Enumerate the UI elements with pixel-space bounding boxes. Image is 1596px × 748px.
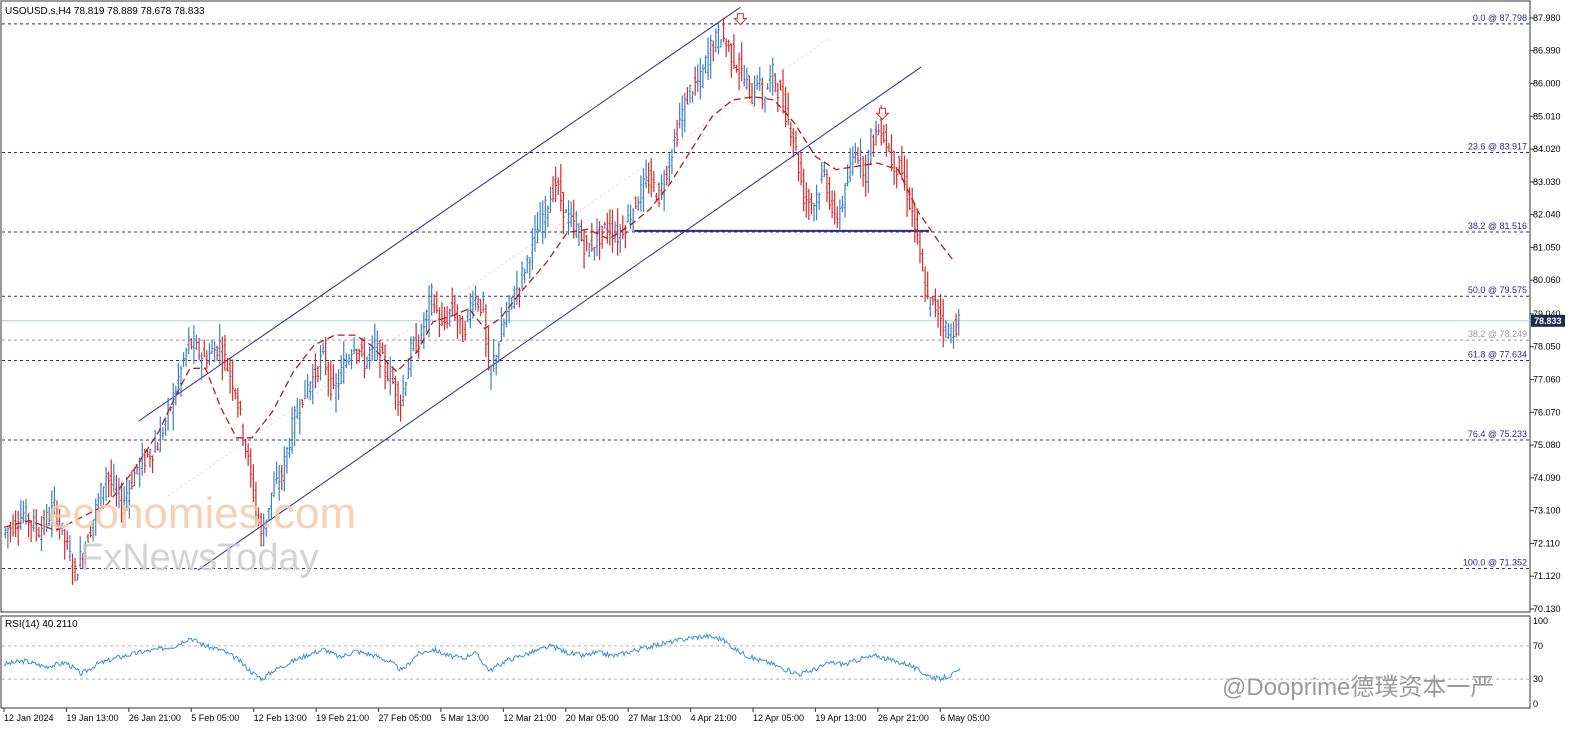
time-tick-label: 5 Mar 13:00 (441, 713, 489, 723)
price-tick-label: 73.100 (1533, 506, 1561, 516)
time-tick-label: 19 Jan 13:00 (66, 713, 118, 723)
social-watermark: @Dooprime德璞资本一严 (1222, 674, 1494, 701)
price-tick-label: 85.010 (1533, 111, 1561, 121)
price-tick-label: 71.120 (1533, 571, 1561, 581)
candles-layer[interactable] (3, 17, 961, 585)
rsi-tick-label: 30 (1533, 674, 1543, 684)
price-tick-label: 86.000 (1533, 78, 1561, 88)
moving-average-layer (3, 96, 956, 532)
time-tick-label: 27 Mar 13:00 (628, 713, 681, 723)
price-tick-label: 75.080 (1533, 440, 1561, 450)
rsi-tick-label: 100 (1533, 616, 1548, 626)
watermark-economies: economies.com (48, 489, 356, 538)
time-tick-label: 19 Apr 13:00 (815, 713, 866, 723)
price-tick-label: 74.090 (1533, 473, 1561, 483)
price-tick-label: 83.030 (1533, 177, 1561, 187)
time-tick-label: 6 May 05:00 (940, 713, 990, 723)
current-price-label: 78.833 (1534, 316, 1562, 326)
symbol-info: USOUSD.s,H4 78.819 78.889 78.678 78.833 (5, 6, 205, 17)
price-tick-label: 86.990 (1533, 46, 1561, 56)
rsi-line (3, 632, 961, 682)
fib-label: 38.2 @ 81.516 (1468, 221, 1527, 231)
down-arrow-icon (875, 107, 890, 120)
fib-label: 0.0 @ 87.798 (1473, 13, 1527, 23)
fib-label: 50.0 @ 79.575 (1468, 285, 1527, 295)
markers-layer (733, 13, 890, 120)
time-tick-label: 26 Jan 21:00 (129, 713, 181, 723)
rsi-layer: 100 70 30 0 (2, 616, 1548, 709)
fib-label: 23.6 @ 83.917 (1468, 141, 1527, 151)
time-tick-label: 27 Feb 05:00 (378, 713, 431, 723)
price-tick-label: 76.070 (1533, 407, 1561, 417)
price-tick-label: 72.110 (1533, 538, 1560, 548)
channel-layer (138, 6, 922, 571)
time-axis[interactable]: 12 Jan 2024 19 Jan 13:00 26 Jan 21:00 5 Feb… (3, 708, 990, 723)
time-tick-label: 4 Apr 21:00 (691, 713, 737, 723)
channel-line[interactable] (197, 66, 922, 571)
watermark-fxnewstoday: FxNewsToday (80, 537, 319, 579)
time-tick-label: 12 Feb 13:00 (254, 713, 307, 723)
price-axis[interactable]: 87.980 86.990 86.000 85.010 84.020 83.030 82.0… (1530, 13, 1565, 614)
price-tick-label: 79.040 (1533, 309, 1561, 319)
moving-average-line (3, 96, 956, 532)
price-tick-label: 80.060 (1533, 275, 1561, 285)
price-tick-label: 87.980 (1533, 13, 1561, 23)
time-tick-label: 26 Apr 21:00 (878, 713, 929, 723)
secondary-fib-label: 38.2 @ 78.249 (1468, 329, 1527, 339)
price-tick-label: 70.130 (1533, 604, 1561, 614)
time-tick-label: 12 Jan 2024 (4, 713, 54, 723)
current-price-tag (1531, 314, 1565, 327)
price-tick-label: 77.060 (1533, 375, 1561, 385)
time-tick-label: 19 Feb 21:00 (316, 713, 369, 723)
fib-label: 76.4 @ 75.233 (1468, 429, 1527, 439)
down-arrow-icon (733, 13, 748, 26)
time-tick-label: 20 Mar 05:00 (566, 713, 619, 723)
rsi-label: RSI(14) 40.2110 (5, 619, 78, 630)
channel-midline (167, 36, 832, 497)
price-tick-label: 81.050 (1533, 242, 1561, 252)
rsi-panel-frame (0, 615, 1531, 709)
fib-label: 100.0 @ 71.352 (1463, 558, 1527, 568)
fib-label: 61.8 @ 77.634 (1468, 350, 1527, 360)
time-tick-label: 12 Apr 05:00 (753, 713, 804, 723)
rsi-tick-label: 70 (1533, 641, 1543, 651)
time-tick-label: 5 Feb 05:00 (191, 713, 239, 723)
price-tick-label: 78.050 (1533, 342, 1561, 352)
channel-line[interactable] (138, 6, 741, 422)
price-tick-label: 84.020 (1533, 144, 1561, 154)
time-tick-label: 12 Mar 21:00 (503, 713, 556, 723)
rsi-tick-label: 0 (1533, 699, 1538, 709)
price-tick-label: 82.040 (1533, 210, 1561, 220)
